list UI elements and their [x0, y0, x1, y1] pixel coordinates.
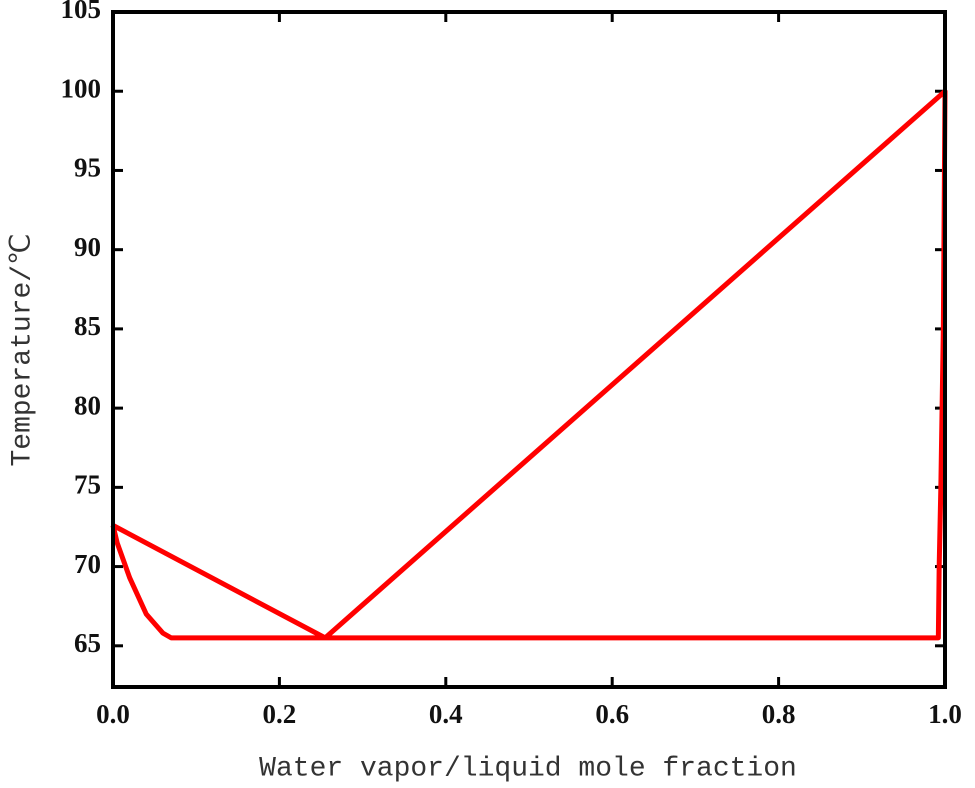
y-tick-label: 70	[74, 549, 101, 579]
y-axis-title: Temperature/℃	[7, 233, 38, 466]
data-line	[110, 88, 948, 641]
y-tick-label: 95	[74, 153, 101, 183]
y-tick-label: 65	[74, 628, 101, 658]
y-tick-label: 75	[74, 470, 101, 500]
y-tick-label: 90	[74, 232, 101, 262]
y-tick-label: 80	[74, 390, 101, 420]
y-tick-label: 105	[61, 0, 102, 24]
x-tick-label: 0.0	[96, 699, 130, 729]
y-tick-label: 100	[61, 73, 102, 103]
plot-frame	[111, 10, 947, 689]
x-tick-label: 1.0	[928, 699, 962, 729]
x-tick-label: 0.8	[762, 699, 796, 729]
x-tick-label: 0.2	[263, 699, 297, 729]
x-axis-title: Water vapor/liquid mole fraction	[259, 753, 797, 784]
y-tick-label: 85	[74, 311, 101, 341]
x-tick-label: 0.6	[595, 699, 629, 729]
x-tick-label: 0.4	[429, 699, 463, 729]
